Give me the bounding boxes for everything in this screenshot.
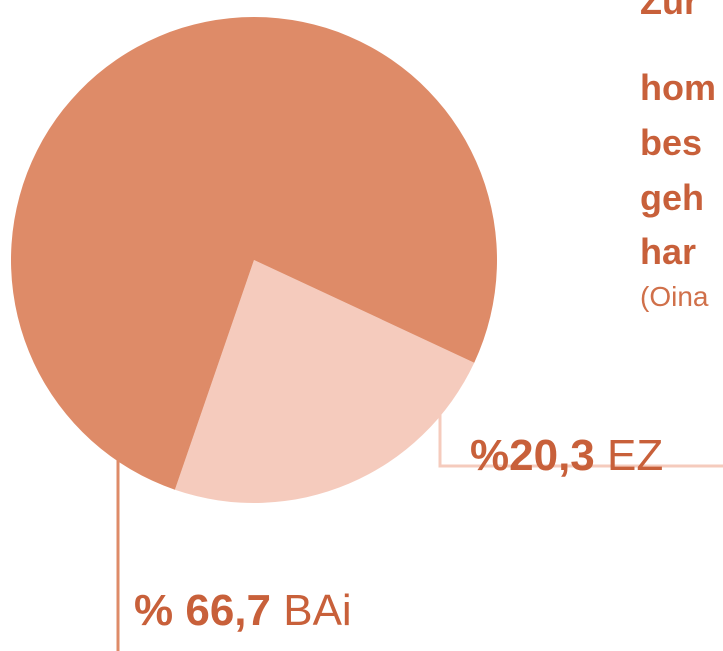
slice-label: % 66,7 BAi — [134, 586, 352, 635]
title-line: har — [640, 231, 696, 272]
leader-line — [438, 408, 723, 468]
category-label: EZ — [607, 431, 663, 480]
slice-label: %20,3 EZ — [470, 431, 663, 480]
pie — [10, 17, 497, 503]
pie-slice — [174, 260, 475, 503]
title-line: Zur — [640, 0, 698, 22]
value-label: % 66,7 — [134, 586, 271, 635]
title-line: bes — [640, 122, 702, 163]
category-label: BAi — [283, 586, 351, 635]
title-line: geh — [640, 177, 704, 218]
note: (Oina — [640, 281, 709, 312]
value-label: %20,3 — [470, 431, 595, 480]
title-line: hom — [640, 67, 716, 108]
pie-slice — [10, 17, 497, 490]
